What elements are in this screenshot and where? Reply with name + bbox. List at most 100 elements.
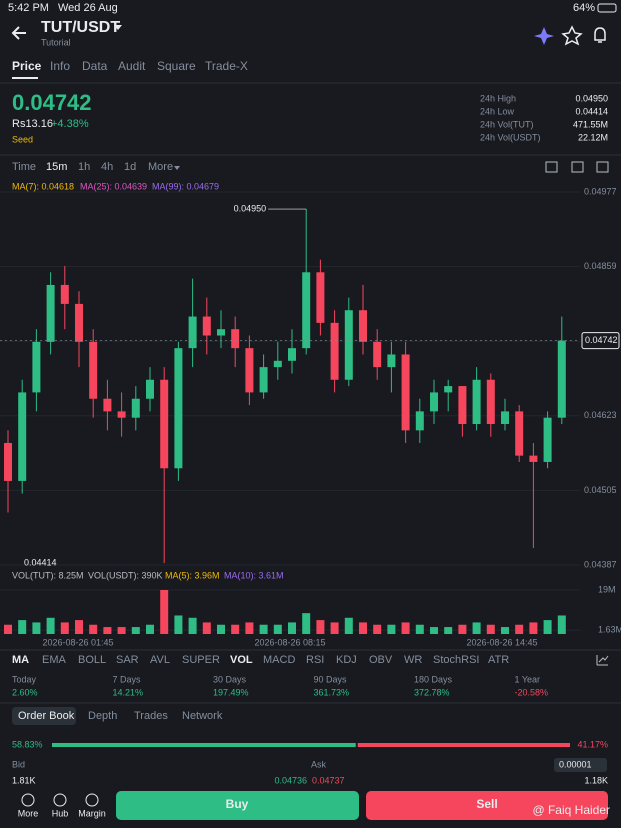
indicator[interactable]: StochRSI [433,654,479,666]
candle-body [529,455,538,462]
volume-bar [245,622,254,634]
timeframe[interactable]: More [148,161,173,173]
ai-icon[interactable] [534,27,554,45]
tab[interactable]: Square [157,59,196,73]
timeframe[interactable]: 1d [124,161,136,173]
bid-ratio-bar [52,743,356,747]
orderbook-tab[interactable]: Network [182,710,223,722]
volume-bar [472,622,481,634]
volume-bar [302,613,311,634]
tab[interactable]: Trade-X [205,59,248,73]
time-label: 2026-08-26 14:45 [466,637,537,647]
indicator[interactable]: WR [404,654,422,666]
alert-icon[interactable] [594,27,606,43]
pair-dropdown[interactable] [114,25,122,30]
tab[interactable]: Price [12,59,42,73]
volume-bar [373,624,382,634]
perf-value: 2.60% [12,687,38,697]
indicator[interactable]: SAR [116,654,139,666]
volume-bar [217,624,225,634]
indicator[interactable]: BOLL [78,654,106,666]
volume-bar [174,615,183,634]
nav-label[interactable]: More [18,808,39,818]
volume-bar [46,617,55,634]
precision: 0.00001 [559,759,592,769]
orderbook-cell: 0.04737 [312,775,345,785]
stat-value: 0.04950 [575,93,608,103]
buy-button[interactable] [116,791,359,820]
candle-body [75,303,83,342]
ma99-legend: MA(99): 0.04679 [152,181,219,191]
sell-label[interactable]: Sell [476,797,497,811]
timeframe[interactable]: 4h [101,161,113,173]
indicator-settings[interactable] [596,655,609,666]
ma7-legend: MA(7): 0.04618 [12,181,74,191]
precision-box[interactable] [554,758,607,772]
candle-body [160,379,169,469]
orderbook-cell: 1.81K [12,775,36,785]
perf-label: 180 Days [414,674,453,684]
tool-icon[interactable] [596,161,609,173]
volume-bar [316,620,325,634]
candle-body [4,442,12,481]
nav-icon[interactable] [85,793,99,807]
pair: TUT/USDT [41,19,120,36]
volume-bar [231,624,240,634]
perf-value: 197.49% [213,687,249,697]
perf-value: 14.21% [113,687,144,697]
y-tick-label: 0.04977 [584,186,617,196]
more-dropdown[interactable] [174,166,180,170]
watermark: @ Faiq Haider [532,803,610,817]
volume-bar [515,624,524,634]
tab[interactable]: Info [50,59,70,73]
volume-bar [387,624,396,634]
ask-header: Ask [311,759,327,769]
back-button[interactable] [11,26,26,40]
orderbook-tab[interactable]: Trades [134,710,168,722]
tab[interactable]: Audit [118,59,146,73]
indicator[interactable]: VOL [230,654,253,666]
volume-bar [60,622,69,634]
candle-body [60,284,69,304]
candle-body [330,322,339,380]
orderbook-tab-active[interactable] [12,707,76,725]
nav-label[interactable]: Margin [78,808,106,818]
battery: 64% [573,2,595,14]
candle-body [288,348,296,361]
timeframe[interactable]: 1h [78,161,90,173]
indicator[interactable]: KDJ [336,654,357,666]
indicator[interactable]: MACD [263,654,295,666]
indicator[interactable]: EMA [42,654,67,666]
tool-icon[interactable] [571,161,584,173]
tab[interactable]: Data [82,59,108,73]
volume-bar [501,627,509,634]
buy-label[interactable]: Buy [226,797,249,811]
volume-bar [117,627,126,634]
nav-icon[interactable] [53,793,67,807]
favorite-icon[interactable] [561,25,583,46]
indicator[interactable]: AVL [150,654,170,666]
tool-icon[interactable] [545,161,558,173]
nav-icon[interactable] [21,793,35,807]
ma25-legend: MA(25): 0.04639 [80,181,147,191]
stat-label: 24h Vol(USDT) [480,132,541,142]
indicator[interactable]: OBV [369,654,393,666]
stat-value: 471.55M [573,119,608,129]
volume-bar [288,622,296,634]
orderbook-cell: 1.18K [584,775,608,785]
volume-bar [344,617,353,634]
timeframe[interactable]: 15m [46,161,67,173]
candle-body [430,392,438,412]
candle-body [359,310,367,342]
perf-label: Today [12,674,37,684]
indicator[interactable]: RSI [306,654,324,666]
timeframe[interactable]: Time [12,161,36,173]
nav-label[interactable]: Hub [52,808,69,818]
indicator[interactable]: MA [12,654,29,666]
candle-body [245,348,254,393]
sell-button[interactable] [366,791,608,820]
indicator[interactable]: ATR [488,654,509,666]
orderbook-tab[interactable]: Depth [88,710,117,722]
orderbook-tab[interactable]: Order Book [18,710,75,722]
indicator[interactable]: SUPER [182,654,220,666]
